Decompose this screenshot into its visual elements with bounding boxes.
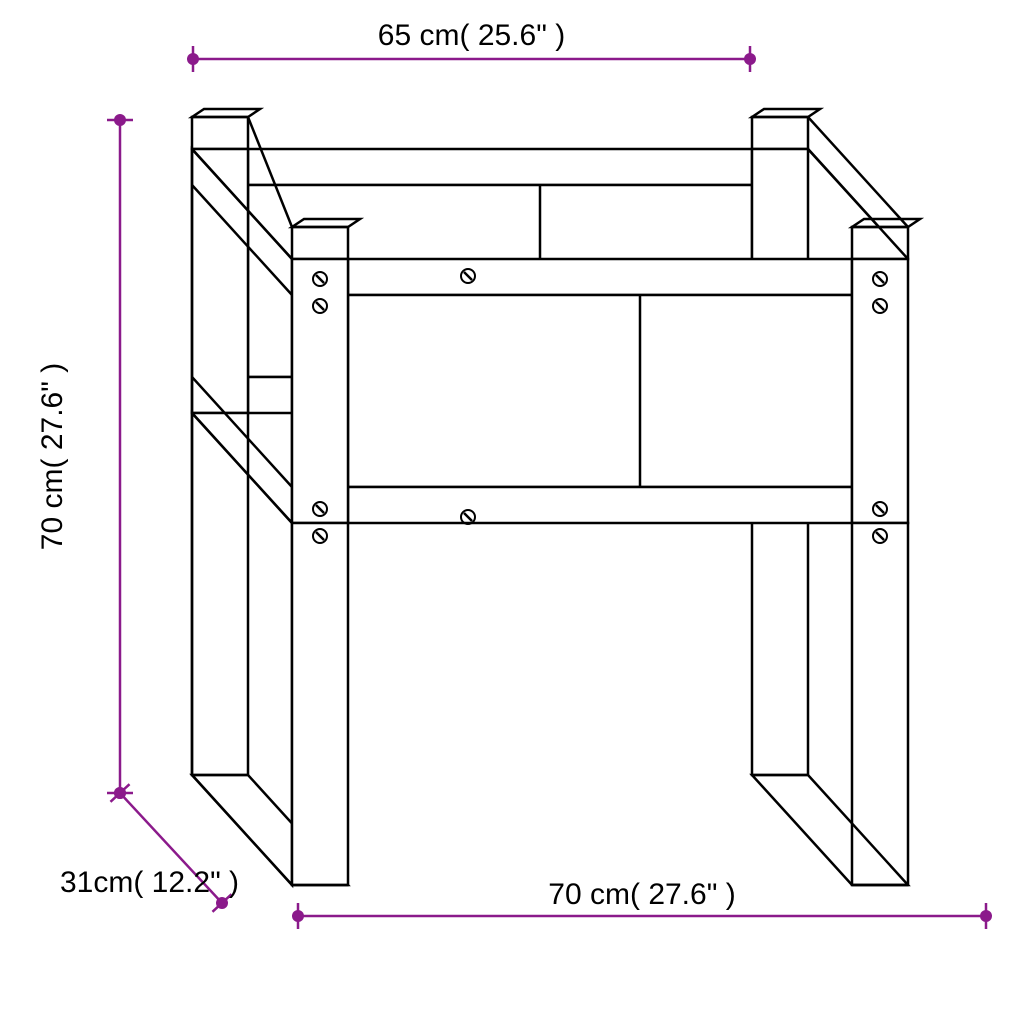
svg-text:70 cm( 27.6" ): 70 cm( 27.6" ) — [548, 878, 735, 911]
svg-text:65 cm( 25.6" ): 65 cm( 25.6" ) — [378, 19, 565, 52]
svg-text:31cm( 12.2" ): 31cm( 12.2" ) — [60, 866, 239, 899]
svg-text:70 cm( 27.6" ): 70 cm( 27.6" ) — [36, 363, 69, 550]
